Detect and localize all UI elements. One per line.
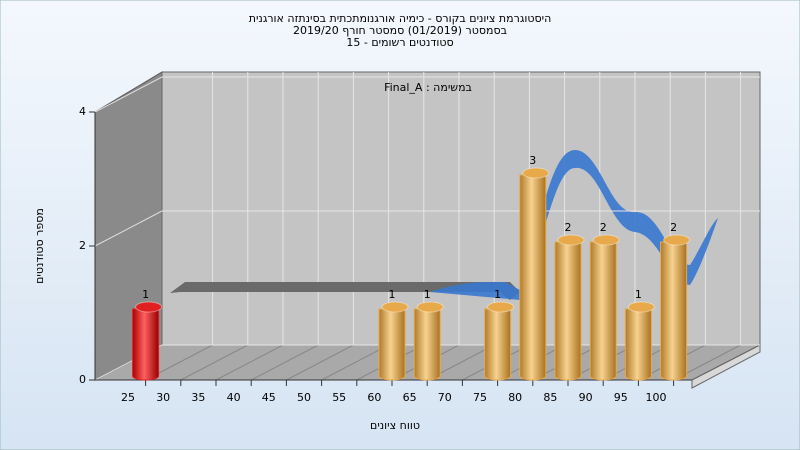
value-label: 3 xyxy=(529,154,536,167)
grid-line xyxy=(94,76,163,113)
value-label: 1 xyxy=(424,288,431,301)
bar-cap xyxy=(381,301,409,313)
bar xyxy=(624,301,655,381)
bar-body xyxy=(660,241,688,381)
x-tick-label: 35 xyxy=(191,391,205,404)
bar-cap xyxy=(663,234,691,246)
floor-edge xyxy=(691,344,761,389)
value-label: 2 xyxy=(565,221,572,234)
x-tick-label: 50 xyxy=(297,391,311,404)
value-label: 1 xyxy=(635,288,642,301)
ribbon-blue xyxy=(430,150,718,300)
bar-cap xyxy=(522,167,550,179)
bar-body xyxy=(413,308,441,381)
bar-body xyxy=(554,241,582,381)
grid-line xyxy=(94,210,163,247)
bar-body xyxy=(519,174,547,381)
bar-cap xyxy=(487,301,515,313)
bar-cap xyxy=(592,234,620,246)
bar xyxy=(519,167,550,381)
chart-subtitle: סטודנטים רשומים - 15 xyxy=(346,36,453,49)
bar xyxy=(554,234,585,381)
bar-body xyxy=(484,308,512,381)
chart-subtitle: בסמסטר (01/2019) סמסטר חורף 2019/20 xyxy=(293,24,507,37)
chart-title: היסטוגרמת ציונים בקורס - כימיה אורגנומתכ… xyxy=(249,12,552,25)
value-label: 1 xyxy=(389,288,396,301)
floor-line xyxy=(250,344,319,381)
x-tick-label: 70 xyxy=(438,391,452,404)
x-axis-label: טווח ציונים xyxy=(370,419,420,432)
x-tick-label: 40 xyxy=(227,391,241,404)
x-tick-label: 100 xyxy=(646,391,667,404)
x-tick-label: 45 xyxy=(262,391,276,404)
bar-body xyxy=(132,308,160,381)
floor-line xyxy=(180,344,249,381)
bar-cap xyxy=(627,301,655,313)
x-tick-label: 75 xyxy=(473,391,487,404)
bar-cap xyxy=(557,234,585,246)
x-tick-label: 65 xyxy=(403,391,417,404)
bar xyxy=(378,301,409,381)
bar-cap xyxy=(135,301,163,313)
bar xyxy=(660,234,691,381)
y-tick-label: 2 xyxy=(79,239,86,252)
floor-lines xyxy=(145,72,742,381)
bar-cap xyxy=(416,301,444,313)
x-tick-label: 60 xyxy=(367,391,381,404)
bar-body xyxy=(624,308,652,381)
bar-body xyxy=(378,308,406,381)
x-tick-label: 25 xyxy=(121,391,135,404)
bar xyxy=(484,301,515,381)
value-label: 1 xyxy=(142,288,149,301)
ribbon-gray xyxy=(170,282,520,300)
x-tick-label: 90 xyxy=(579,391,593,404)
bar xyxy=(132,301,163,381)
floor-line xyxy=(321,344,389,381)
bar xyxy=(413,301,444,381)
value-label: 1 xyxy=(494,288,501,301)
floor-line xyxy=(215,344,284,381)
y-tick-label: 4 xyxy=(79,105,86,118)
y-axis-label: מספר סטודנטים xyxy=(33,208,46,284)
x-tick-label: 85 xyxy=(543,391,557,404)
value-label: 2 xyxy=(670,221,677,234)
x-tick-label: 80 xyxy=(508,391,522,404)
value-label: 2 xyxy=(600,221,607,234)
x-tick-label: 30 xyxy=(156,391,170,404)
annotation: Final_A : במשימה xyxy=(384,81,472,94)
x-tick-label: 55 xyxy=(332,391,346,404)
floor-line xyxy=(286,344,354,381)
bar-body xyxy=(589,241,617,381)
x-tick-label: 95 xyxy=(614,391,628,404)
bar xyxy=(589,234,620,381)
y-tick-label: 0 xyxy=(79,373,86,386)
